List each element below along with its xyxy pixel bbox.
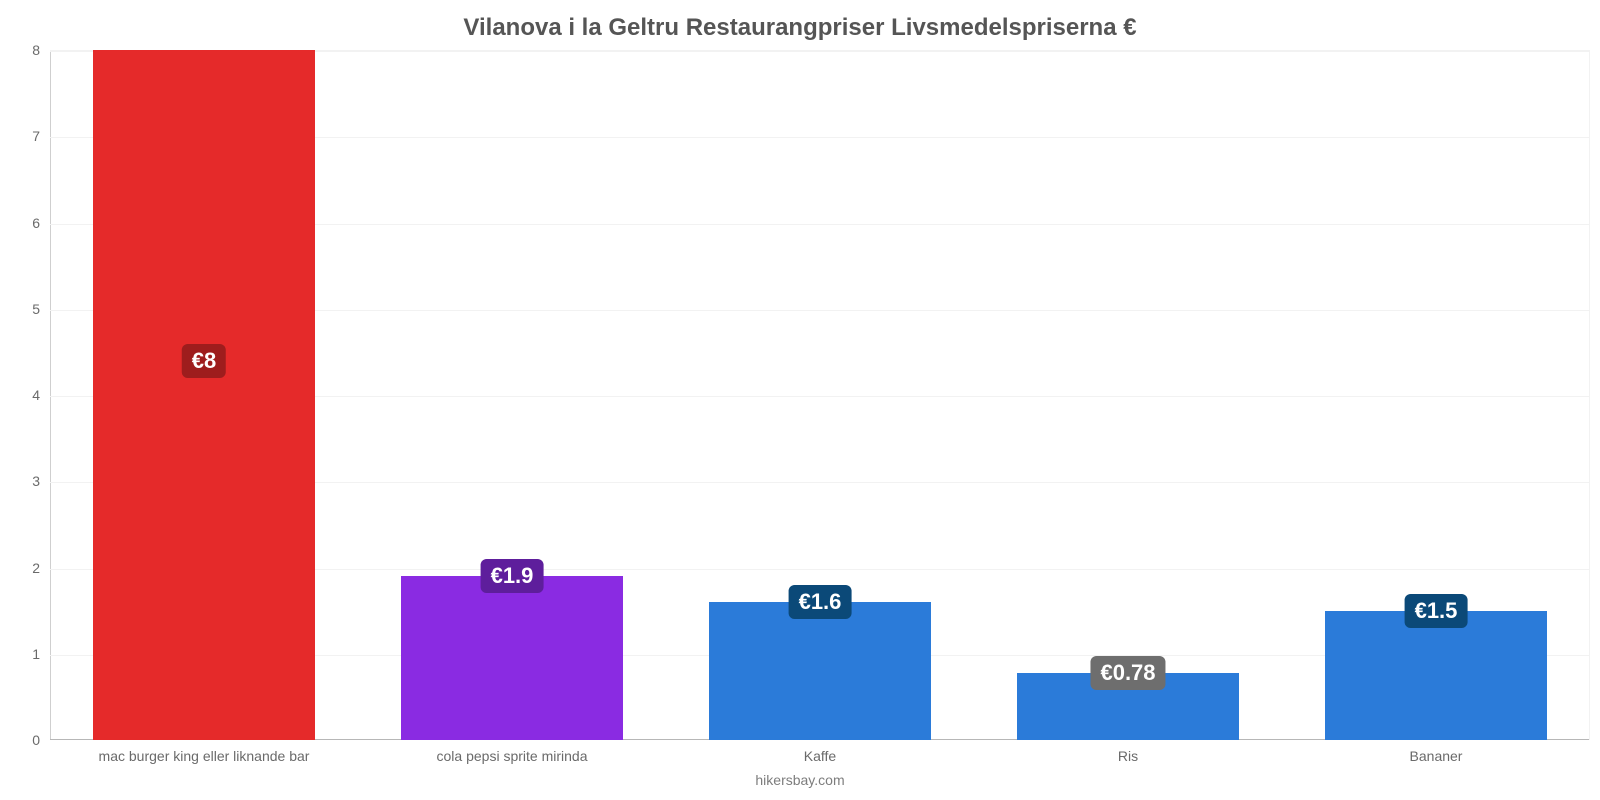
bar-value-label: €1.6 [789,585,852,619]
x-tick-label: Bananer [1282,748,1590,764]
y-tick-label: 1 [0,646,40,662]
chart-title: Vilanova i la Geltru Restaurangpriser Li… [0,14,1600,42]
bar [93,50,315,740]
credit-text: hikersbay.com [0,772,1600,788]
y-tick-label: 5 [0,301,40,317]
y-tick-label: 6 [0,215,40,231]
bar [401,576,623,740]
bar-value-label: €8 [182,344,226,378]
bar [709,602,931,740]
y-tick-label: 4 [0,387,40,403]
x-tick-label: cola pepsi sprite mirinda [358,748,666,764]
chart-container: Vilanova i la Geltru Restaurangpriser Li… [0,0,1600,800]
bar-value-label: €1.5 [1405,594,1468,628]
bar-value-label: €1.9 [481,559,544,593]
plot-area: €8 €1.9 €1.6 €0.78 €1.5 [50,50,1590,740]
y-tick-label: 2 [0,560,40,576]
bar [1325,611,1547,740]
x-tick-label: mac burger king eller liknande bar [50,748,358,764]
y-tick-label: 7 [0,128,40,144]
y-tick-label: 8 [0,42,40,58]
y-tick-label: 0 [0,732,40,748]
x-tick-label: Kaffe [666,748,974,764]
x-tick-label: Ris [974,748,1282,764]
y-tick-label: 3 [0,473,40,489]
bar-value-label: €0.78 [1090,656,1165,690]
